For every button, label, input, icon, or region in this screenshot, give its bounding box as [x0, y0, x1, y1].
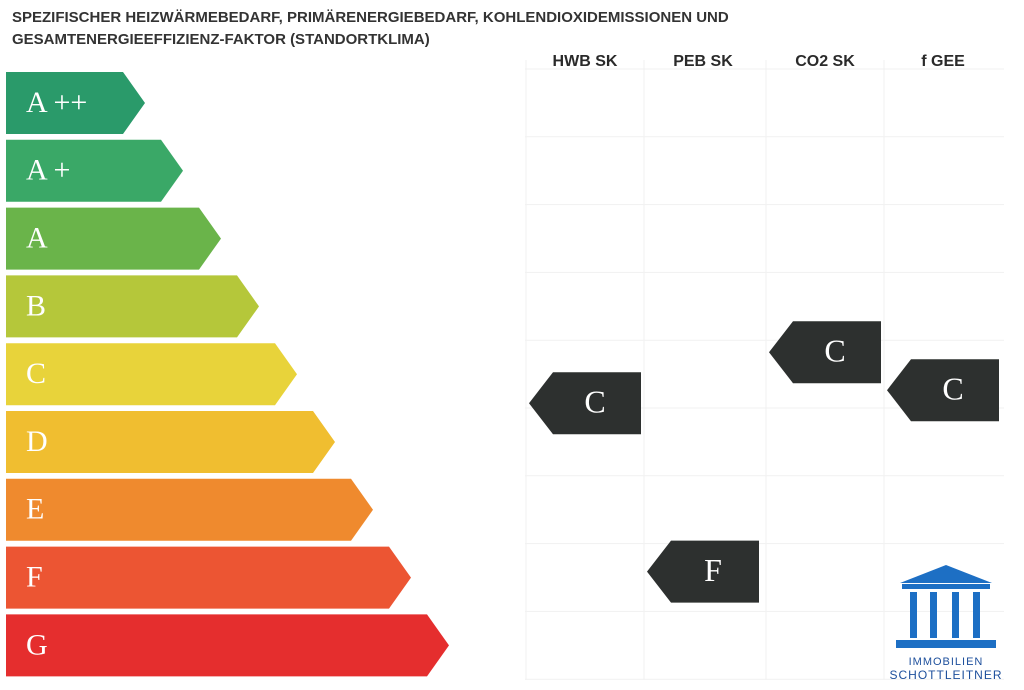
- class-bar: [6, 207, 221, 270]
- class-label: C: [26, 357, 46, 390]
- column-header: CO2 SK: [795, 53, 855, 70]
- class-label: F: [26, 560, 43, 593]
- column-header: PEB SK: [673, 53, 733, 70]
- class-label: A +: [26, 154, 70, 187]
- column-header: HWB SK: [553, 53, 618, 70]
- column-header: f GEE: [921, 53, 965, 70]
- class-bar: [6, 478, 373, 541]
- class-label: D: [26, 425, 48, 458]
- class-label: A ++: [26, 86, 87, 119]
- rating-label: C: [942, 371, 963, 407]
- class-label: G: [26, 628, 48, 661]
- logo-text: IMMOBILIEN: [909, 656, 984, 668]
- rating-marker: [887, 359, 999, 422]
- rating-label: C: [584, 384, 605, 420]
- class-bar: [6, 614, 449, 677]
- rating-marker: [647, 540, 759, 603]
- class-bar: [6, 546, 411, 609]
- title-line: SPEZIFISCHER HEIZWÄRMEBEDARF, PRIMÄRENER…: [12, 9, 729, 26]
- class-label: E: [26, 493, 44, 526]
- class-label: A: [26, 221, 48, 254]
- class-bar: [6, 139, 183, 202]
- class-bar: [6, 343, 297, 406]
- class-label: B: [26, 289, 46, 322]
- rating-label: F: [704, 552, 722, 588]
- class-bar: [6, 411, 335, 473]
- class-bar: [6, 72, 145, 134]
- logo: IMMOBILIEN SCHOTTLEITNER: [889, 565, 1002, 682]
- class-bar: [6, 275, 259, 338]
- rating-marker: [529, 372, 641, 435]
- rating-marker: [769, 321, 881, 384]
- logo-text: SCHOTTLEITNER: [889, 668, 1002, 682]
- rating-label: C: [824, 333, 845, 369]
- title-line: GESAMTENERGIEEFFIZIENZ-FAKTOR (STANDORTK…: [12, 31, 430, 48]
